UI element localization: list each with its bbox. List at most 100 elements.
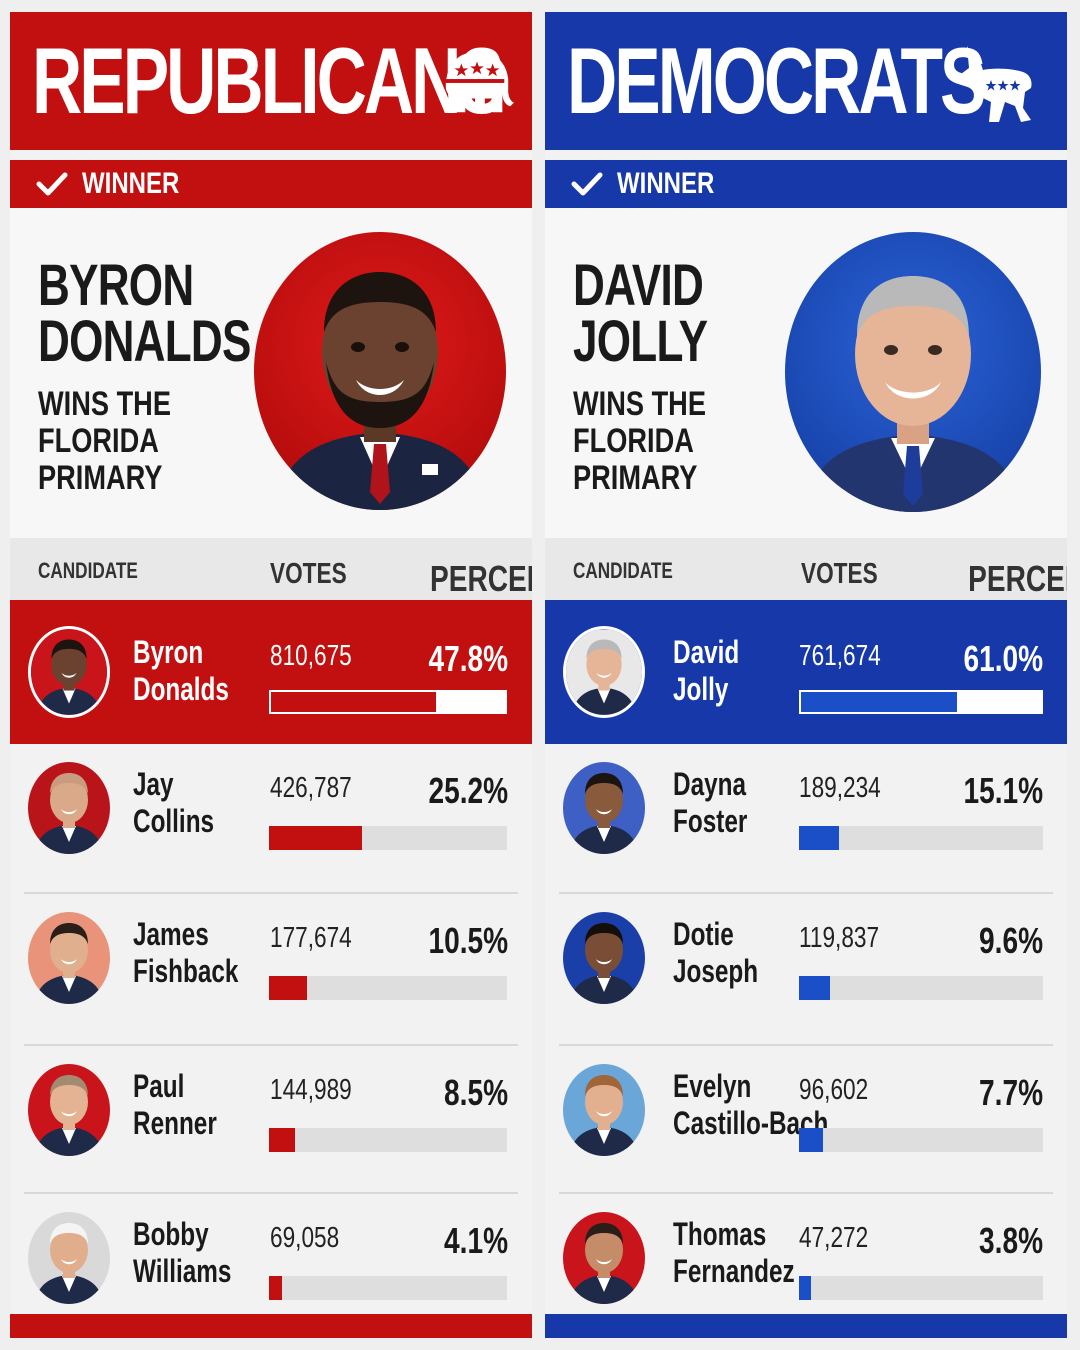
winner-portrait xyxy=(785,232,1041,512)
winner-label: WINNER xyxy=(82,167,180,200)
candidate-avatar xyxy=(563,1064,645,1156)
candidate-first-name: Byron xyxy=(133,634,204,670)
vote-share-bar xyxy=(799,1276,1043,1300)
vote-share-bar xyxy=(799,690,1043,714)
vote-share-bar-fill xyxy=(269,976,308,1000)
vote-share-bar xyxy=(269,976,507,1000)
candidate-result-row: Bobby Williams 69,058 4.1% xyxy=(10,1194,532,1324)
candidate-percentage: 4.1% xyxy=(443,1220,508,1261)
candidate-avatar xyxy=(28,1064,110,1156)
candidate-result-row: Evelyn Castillo-Bach 96,602 7.7% xyxy=(545,1046,1067,1194)
democrats-header: DEMOCRATS xyxy=(545,12,1067,150)
party-name: REPUBLICANS xyxy=(32,28,505,133)
votes-header: VOTES xyxy=(801,558,878,590)
candidate-votes: 177,674 xyxy=(270,922,352,954)
candidate-first-name: Dotie xyxy=(673,916,734,952)
candidate-last-name: Fishback xyxy=(133,953,239,989)
vote-share-bar xyxy=(799,1128,1043,1152)
republicans-header: REPUBLICANS xyxy=(10,12,532,150)
candidate-result-row: Dayna Foster 189,234 15.1% xyxy=(545,744,1067,894)
candidate-percentage: 9.6% xyxy=(978,920,1043,961)
candidate-first-name: Dayna xyxy=(673,766,746,802)
column-footer xyxy=(545,1314,1067,1338)
candidate-percentage: 10.5% xyxy=(428,920,508,961)
candidate-avatar xyxy=(563,912,645,1004)
results-table-header: CANDIDATE VOTES PERCENTAGE xyxy=(545,538,1067,600)
candidate-percentage: 47.8% xyxy=(428,638,508,679)
winner-portrait xyxy=(254,232,506,510)
candidate-name: Bobby Williams xyxy=(133,1216,231,1290)
candidate-first-name: Paul xyxy=(133,1068,185,1104)
candidate-last-name: Foster xyxy=(673,803,748,839)
candidate-percentage: 8.5% xyxy=(443,1072,508,1113)
vote-share-bar xyxy=(269,826,507,850)
row-divider xyxy=(24,1192,518,1194)
candidate-avatar xyxy=(28,762,110,854)
candidate-votes: 810,675 xyxy=(270,640,352,672)
candidate-header: CANDIDATE xyxy=(38,558,138,583)
candidate-percentage: 25.2% xyxy=(428,770,508,811)
vote-share-bar-fill xyxy=(269,1276,283,1300)
winner-subtitle-line: PRIMARY xyxy=(38,459,163,497)
candidate-result-row: James Fishback 177,674 10.5% xyxy=(10,894,532,1046)
candidate-last-name: Fernandez xyxy=(673,1253,795,1289)
vote-share-bar-fill xyxy=(799,976,830,1000)
candidate-result-row: Dotie Joseph 119,837 9.6% xyxy=(545,894,1067,1046)
candidate-first-name: Jay xyxy=(133,766,174,802)
candidate-first-name: James xyxy=(133,916,209,952)
winner-subtitle-line: PRIMARY xyxy=(573,459,698,497)
candidate-avatar xyxy=(563,1212,645,1304)
candidate-avatar xyxy=(28,626,110,718)
republicans-column: REPUBLICANS WINNER BYRON DONALDS WINS TH… xyxy=(10,12,532,1338)
vote-share-bar-fill xyxy=(269,826,362,850)
candidate-name: Jay Collins xyxy=(133,766,214,840)
row-divider xyxy=(559,1044,1053,1046)
row-divider xyxy=(24,1044,518,1046)
candidate-votes: 96,602 xyxy=(799,1074,869,1106)
winner-name-line: BYRON xyxy=(38,253,194,318)
candidate-first-name: Evelyn xyxy=(673,1068,752,1104)
vote-share-bar-fill xyxy=(799,1276,812,1300)
democrats-column: DEMOCRATS WINNER DAVID JOLLY WINS THE FL… xyxy=(545,12,1067,1338)
candidate-name: Byron Donalds xyxy=(133,634,229,708)
candidate-last-name: Renner xyxy=(133,1105,217,1141)
candidate-percentage: 3.8% xyxy=(978,1220,1043,1261)
vote-share-bar-fill xyxy=(271,692,436,712)
votes-header: VOTES xyxy=(270,558,347,590)
winner-name-line: DAVID xyxy=(573,253,704,318)
candidate-first-name: Bobby xyxy=(133,1216,209,1252)
candidate-votes: 144,989 xyxy=(270,1074,352,1106)
winner-result-row: Byron Donalds 810,675 47.8% xyxy=(10,600,532,744)
party-name: DEMOCRATS xyxy=(567,28,986,133)
vote-share-bar xyxy=(269,1276,507,1300)
candidate-votes: 761,674 xyxy=(799,640,881,672)
vote-share-bar-fill xyxy=(269,1128,296,1152)
winner-result-row: David Jolly 761,674 61.0% xyxy=(545,600,1067,744)
candidate-name: James Fishback xyxy=(133,916,238,990)
winner-name: DAVID JOLLY xyxy=(573,253,708,371)
column-footer xyxy=(10,1314,532,1338)
candidate-avatar xyxy=(563,626,645,718)
candidate-first-name: David xyxy=(673,634,740,670)
vote-share-bar xyxy=(799,976,1043,1000)
percentage-header: PERCENTAGE xyxy=(430,558,532,599)
winner-label: WINNER xyxy=(617,167,715,200)
row-divider xyxy=(559,1192,1053,1194)
candidate-name: David Jolly xyxy=(673,634,739,708)
candidate-votes: 119,837 xyxy=(799,922,880,954)
vote-share-bar-fill xyxy=(801,692,957,712)
candidate-avatar xyxy=(28,1212,110,1304)
vote-share-bar xyxy=(269,690,507,714)
candidate-votes: 189,234 xyxy=(799,772,881,804)
candidate-last-name: Donalds xyxy=(133,671,229,707)
row-divider xyxy=(24,892,518,894)
candidate-name: Paul Renner xyxy=(133,1068,217,1142)
candidate-result-row: Paul Renner 144,989 8.5% xyxy=(10,1046,532,1194)
donkey-icon xyxy=(953,42,1037,126)
winner-hero: DAVID JOLLY WINS THE FLORIDA PRIMARY xyxy=(545,208,1067,538)
candidate-percentage: 15.1% xyxy=(963,770,1043,811)
candidate-last-name: Williams xyxy=(133,1253,232,1289)
winner-subtitle: WINS THE FLORIDA PRIMARY xyxy=(573,386,706,497)
candidate-avatar xyxy=(563,762,645,854)
candidate-result-row: Thomas Fernandez 47,272 3.8% xyxy=(545,1194,1067,1324)
